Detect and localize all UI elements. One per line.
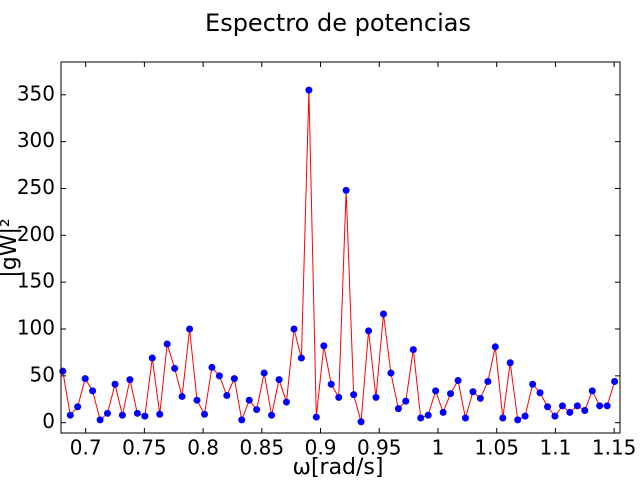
point <box>432 387 440 395</box>
point <box>327 380 335 388</box>
point <box>253 406 261 414</box>
point <box>282 398 290 406</box>
point <box>581 407 589 415</box>
point <box>447 390 455 398</box>
point <box>603 402 611 410</box>
point <box>387 369 395 377</box>
point <box>514 416 522 424</box>
point <box>268 411 276 419</box>
point <box>178 392 186 400</box>
x-tick-label: 1.1 <box>540 436 572 460</box>
x-axis-label: ω[rad/s] <box>293 455 384 480</box>
y-tick-label: 350 <box>17 81 55 105</box>
y-tick-label: 50 <box>30 362 55 386</box>
chart-title: Espectro de potencias <box>205 9 471 37</box>
y-tick-label: 300 <box>17 128 55 152</box>
x-tick-label: 0.8 <box>187 436 219 460</box>
point <box>588 387 596 395</box>
y-tick-label: 150 <box>17 269 55 293</box>
point <box>506 359 514 367</box>
point <box>342 186 350 194</box>
point <box>118 411 126 419</box>
point <box>558 402 566 410</box>
point <box>439 408 447 416</box>
point <box>245 396 253 404</box>
point <box>499 414 507 422</box>
point <box>59 367 67 375</box>
point <box>372 393 380 401</box>
point <box>186 325 194 333</box>
point <box>476 394 484 402</box>
point <box>312 413 320 421</box>
point <box>402 397 410 405</box>
point <box>566 408 574 416</box>
x-tick-label: 0.85 <box>240 436 285 460</box>
point <box>611 377 619 385</box>
point <box>409 346 417 354</box>
point <box>461 414 469 422</box>
x-tick-label: 1.15 <box>592 436 637 460</box>
point <box>171 364 179 372</box>
point <box>66 411 74 419</box>
point <box>74 403 82 411</box>
point <box>424 411 432 419</box>
point <box>551 412 559 420</box>
point <box>111 380 119 388</box>
point <box>275 376 283 384</box>
point <box>350 391 358 399</box>
point <box>379 310 387 318</box>
y-tick-label: 0 <box>42 409 55 433</box>
x-tick-label: 0.7 <box>70 436 102 460</box>
point <box>417 414 425 422</box>
point <box>133 409 141 417</box>
point <box>544 403 552 411</box>
point <box>208 363 216 371</box>
point <box>320 342 328 350</box>
point <box>156 410 164 418</box>
point <box>454 377 462 385</box>
point <box>365 327 373 335</box>
point <box>223 392 231 400</box>
point <box>536 389 544 397</box>
point <box>163 340 171 348</box>
point <box>126 376 134 384</box>
point <box>521 412 529 420</box>
y-tick-label: 200 <box>17 222 55 246</box>
x-tick-label: 0.95 <box>357 436 402 460</box>
point <box>141 412 149 420</box>
series-line <box>62 90 616 422</box>
x-tick-label: 1 <box>432 436 445 460</box>
y-tick-label: 100 <box>17 316 55 340</box>
point <box>335 393 343 401</box>
point <box>357 418 365 426</box>
y-tick-label: 250 <box>17 175 55 199</box>
point <box>201 410 209 418</box>
point <box>96 416 104 424</box>
plot-frame <box>60 61 621 434</box>
x-tick-label: 0.9 <box>305 436 337 460</box>
point <box>238 416 246 424</box>
point <box>529 380 537 388</box>
point <box>193 396 201 404</box>
point <box>297 354 305 362</box>
point <box>260 369 268 377</box>
x-tick-label: 0.75 <box>122 436 167 460</box>
point <box>484 377 492 385</box>
x-tick-label: 1.05 <box>474 436 519 460</box>
point <box>230 375 238 383</box>
point <box>469 388 477 396</box>
point <box>148 354 156 362</box>
point <box>89 387 97 395</box>
y-axis-label: |gW|² <box>0 218 22 277</box>
point <box>104 409 112 417</box>
point <box>215 372 223 380</box>
point <box>394 405 402 413</box>
point <box>573 402 581 410</box>
point <box>290 325 298 333</box>
point <box>305 86 313 94</box>
point <box>596 402 604 410</box>
point <box>81 375 89 383</box>
point <box>491 343 499 351</box>
